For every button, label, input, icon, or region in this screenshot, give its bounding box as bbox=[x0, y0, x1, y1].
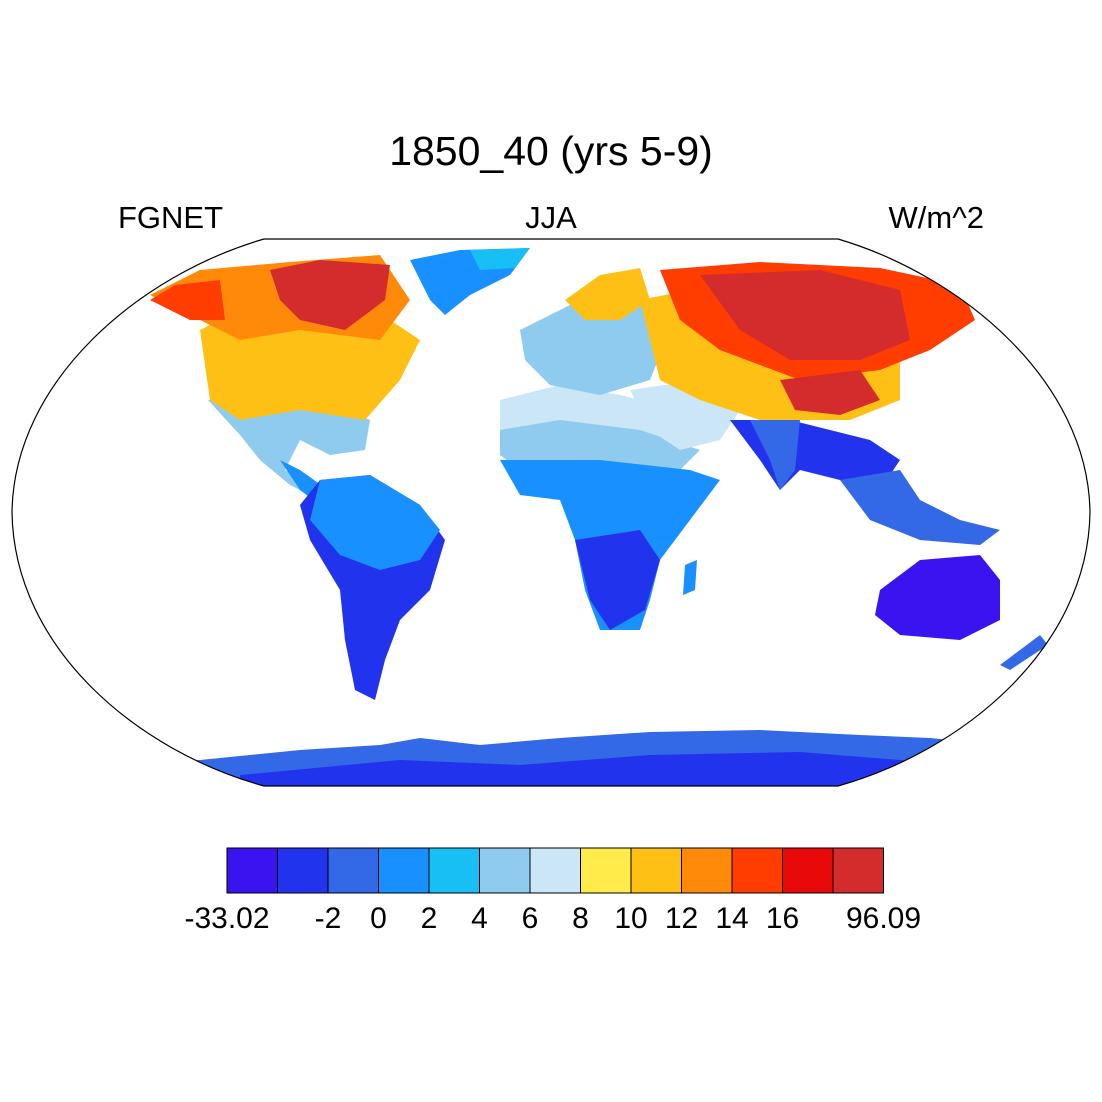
greenland-edge bbox=[470, 248, 530, 270]
colorbar-box bbox=[681, 847, 733, 894]
colorbar-label: 12 bbox=[664, 902, 699, 935]
colorbar-box bbox=[529, 847, 581, 894]
colorbar-box bbox=[428, 847, 480, 894]
india bbox=[750, 420, 800, 490]
australia bbox=[875, 555, 1000, 640]
map-title: 1850_40 (yrs 5-9) bbox=[389, 128, 713, 174]
canada-hotspot bbox=[270, 260, 390, 330]
colorbar-box bbox=[580, 847, 632, 894]
colorbar-box bbox=[378, 847, 430, 894]
madagascar bbox=[683, 560, 697, 595]
colorbar-label: 2 bbox=[420, 902, 438, 935]
south-america-north bbox=[310, 475, 440, 570]
siberia-hotspot bbox=[700, 270, 910, 360]
colorbar-box bbox=[226, 847, 278, 894]
colorbar-box bbox=[630, 847, 682, 894]
left-subtitle: FGNET bbox=[118, 200, 224, 235]
colorbar-label: 8 bbox=[572, 902, 589, 935]
alaska bbox=[150, 280, 225, 320]
tibet-hotspot bbox=[780, 370, 880, 415]
colorbar-label: 6 bbox=[521, 902, 539, 935]
colorbar-label: 10 bbox=[614, 902, 648, 935]
colorbar-box bbox=[327, 847, 379, 894]
africa-south bbox=[575, 530, 660, 630]
units-label: W/m^2 bbox=[888, 200, 984, 235]
center-subtitle: JJA bbox=[525, 200, 577, 235]
colorbar-box bbox=[782, 847, 834, 894]
colorbar-box bbox=[277, 847, 329, 894]
colorbar-label: 96.09 bbox=[845, 902, 922, 935]
southeast-asia bbox=[840, 470, 1000, 545]
new-zealand bbox=[1000, 635, 1048, 670]
colorbar-label: 14 bbox=[715, 902, 749, 935]
colorbar-box bbox=[479, 847, 531, 894]
colorbar-label: 16 bbox=[765, 902, 800, 935]
antarctica-interior bbox=[240, 752, 1000, 786]
scandinavia bbox=[565, 268, 650, 320]
africa-sahel bbox=[500, 420, 700, 470]
colorbar-label: 0 bbox=[370, 902, 387, 935]
colorbar-box bbox=[731, 847, 783, 894]
europe bbox=[520, 290, 670, 395]
colorbar-label: 4 bbox=[471, 902, 488, 935]
colorbar-label: -33.02 bbox=[184, 902, 270, 935]
colorbar-box bbox=[832, 847, 884, 894]
colorbar-label: -2 bbox=[314, 902, 342, 935]
